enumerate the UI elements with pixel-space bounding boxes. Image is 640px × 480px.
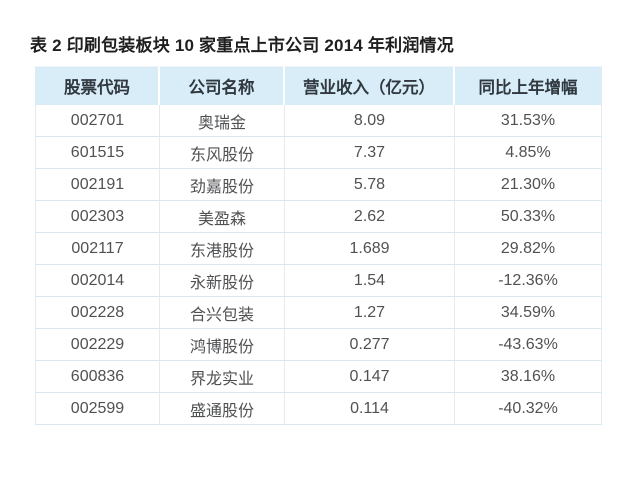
cell-company-name: 永新股份 xyxy=(160,264,285,296)
profit-table: 股票代码 公司名称 营业收入（亿元） 同比上年增幅 002701 奥瑞金 8.09 31.5… xyxy=(35,66,602,425)
table-row: 600836 界龙实业 0.147 38.16% xyxy=(36,360,601,392)
cell-revenue: 1.54 xyxy=(285,264,455,296)
cell-company-name: 奥瑞金 xyxy=(160,105,285,136)
cell-stock-code: 002228 xyxy=(36,296,160,328)
cell-yoy-growth: 50.33% xyxy=(455,200,601,232)
cell-yoy-growth: 38.16% xyxy=(455,360,601,392)
table-row: 002014 永新股份 1.54 -12.36% xyxy=(36,264,601,296)
table-title: 表 2 印刷包装板块 10 家重点上市公司 2014 年利润情况 xyxy=(30,36,454,55)
cell-company-name: 劲嘉股份 xyxy=(160,168,285,200)
cell-revenue: 0.277 xyxy=(285,328,455,360)
cell-revenue: 2.62 xyxy=(285,200,455,232)
table-row: 002228 合兴包装 1.27 34.59% xyxy=(36,296,601,328)
column-header-stock-code: 股票代码 xyxy=(36,66,160,105)
table-row: 002229 鸿博股份 0.277 -43.63% xyxy=(36,328,601,360)
cell-revenue: 0.114 xyxy=(285,392,455,424)
cell-revenue: 1.689 xyxy=(285,232,455,264)
table-row: 002701 奥瑞金 8.09 31.53% xyxy=(36,105,601,136)
column-header-yoy-growth: 同比上年增幅 xyxy=(455,66,601,105)
cell-stock-code: 002701 xyxy=(36,105,160,136)
cell-yoy-growth: 34.59% xyxy=(455,296,601,328)
cell-revenue: 7.37 xyxy=(285,136,455,168)
table-body: 002701 奥瑞金 8.09 31.53% 601515 东风股份 7.37 4.85% 00… xyxy=(36,105,601,424)
table-row: 002599 盛通股份 0.114 -40.32% xyxy=(36,392,601,424)
cell-revenue: 8.09 xyxy=(285,105,455,136)
cell-revenue: 1.27 xyxy=(285,296,455,328)
table-row: 601515 东风股份 7.37 4.85% xyxy=(36,136,601,168)
cell-yoy-growth: 29.82% xyxy=(455,232,601,264)
table-row: 002303 美盈森 2.62 50.33% xyxy=(36,200,601,232)
cell-yoy-growth: -43.63% xyxy=(455,328,601,360)
cell-yoy-growth: 21.30% xyxy=(455,168,601,200)
column-header-company-name: 公司名称 xyxy=(160,66,285,105)
header-row: 股票代码 公司名称 营业收入（亿元） 同比上年增幅 xyxy=(36,66,601,105)
cell-stock-code: 002014 xyxy=(36,264,160,296)
cell-yoy-growth: 4.85% xyxy=(455,136,601,168)
cell-company-name: 盛通股份 xyxy=(160,392,285,424)
cell-yoy-growth: -12.36% xyxy=(455,264,601,296)
cell-company-name: 东风股份 xyxy=(160,136,285,168)
column-header-revenue: 营业收入（亿元） xyxy=(285,66,455,105)
cell-stock-code: 002229 xyxy=(36,328,160,360)
table-row: 002191 劲嘉股份 5.78 21.30% xyxy=(36,168,601,200)
cell-stock-code: 002117 xyxy=(36,232,160,264)
cell-stock-code: 601515 xyxy=(36,136,160,168)
cell-company-name: 鸿博股份 xyxy=(160,328,285,360)
cell-stock-code: 600836 xyxy=(36,360,160,392)
table-header: 股票代码 公司名称 营业收入（亿元） 同比上年增幅 xyxy=(36,66,601,105)
cell-revenue: 0.147 xyxy=(285,360,455,392)
cell-yoy-growth: -40.32% xyxy=(455,392,601,424)
cell-stock-code: 002303 xyxy=(36,200,160,232)
cell-stock-code: 002599 xyxy=(36,392,160,424)
cell-company-name: 东港股份 xyxy=(160,232,285,264)
table-row: 002117 东港股份 1.689 29.82% xyxy=(36,232,601,264)
cell-stock-code: 002191 xyxy=(36,168,160,200)
cell-company-name: 界龙实业 xyxy=(160,360,285,392)
cell-company-name: 合兴包装 xyxy=(160,296,285,328)
cell-revenue: 5.78 xyxy=(285,168,455,200)
cell-yoy-growth: 31.53% xyxy=(455,105,601,136)
cell-company-name: 美盈森 xyxy=(160,200,285,232)
